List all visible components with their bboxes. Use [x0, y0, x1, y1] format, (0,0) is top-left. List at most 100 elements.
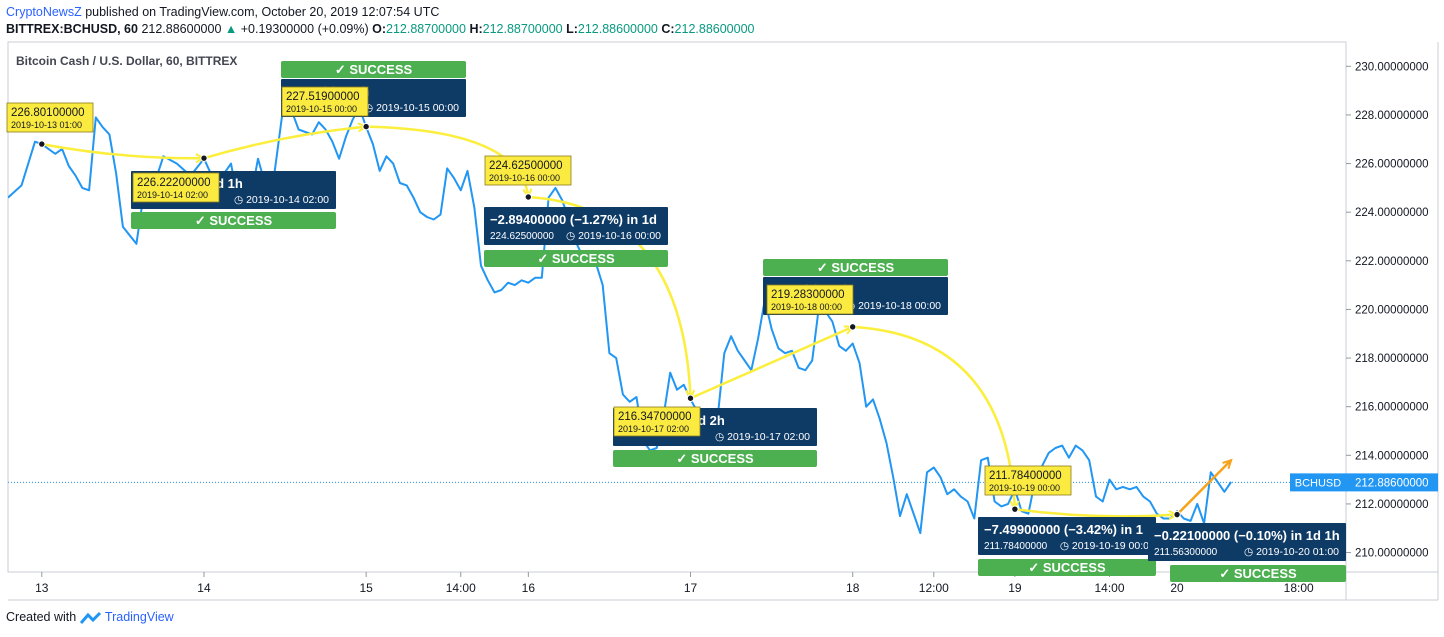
projection-arrow [41, 142, 204, 160]
symbol-label: BITTREX:BCHUSD, 60 [6, 22, 138, 36]
y-tick-label: 224.00000000 [1355, 207, 1429, 219]
anchor-point [524, 193, 533, 201]
plot-area [7, 41, 1347, 573]
projection-info-change: −7.49900000 (−3.42%) in 1 [984, 522, 1143, 537]
y-tick-label: 212.00000000 [1355, 499, 1429, 511]
callout-start [6, 102, 94, 133]
created-with-text: Created with [6, 610, 77, 624]
callout-date: 2019-10-15 00:00 [286, 104, 357, 114]
x-tick-label: 15 [359, 581, 373, 595]
open-label: O: [372, 22, 387, 36]
success-badge [131, 212, 336, 229]
x-tick-label: 13 [35, 581, 49, 595]
current-price-symbol-tag [1290, 473, 1346, 492]
callout-end [132, 172, 220, 203]
ohlc-line: BITTREX:BCHUSD, 60 212.88600000 ▲ +0.193… [6, 21, 1438, 38]
projection-info-date: ◷ 2019-10-18 00:00 [846, 300, 941, 312]
x-tick-label: 16 [522, 581, 536, 595]
projection-info-date: ◷ 2019-10-15 00:00 [364, 102, 459, 114]
success-badge-label: ✓ SUCCESS [817, 260, 895, 275]
callout-date: 2019-10-19 00:00 [989, 483, 1060, 493]
close-value: 212.88600000 [674, 22, 755, 36]
projection-info-subprice: 224.62500000 [490, 231, 554, 242]
low-label: L: [566, 22, 578, 36]
success-badge [1170, 565, 1346, 582]
last-price: 212.88600000 [141, 22, 222, 36]
callout-price: 226.22200000 [137, 177, 211, 189]
callout-date: 2019-10-16 00:00 [489, 173, 560, 183]
success-badge-label: ✓ SUCCESS [676, 451, 754, 466]
x-tick-label: 19 [1008, 581, 1022, 595]
success-badge-label: ✓ SUCCESS [1219, 566, 1297, 581]
anchor-point [362, 122, 370, 131]
x-tick-label: 14:00 [446, 581, 476, 595]
y-tick-label: 226.00000000 [1355, 159, 1429, 171]
callout-date: 2019-10-13 01:00 [11, 120, 82, 130]
success-badge-label: ✓ SUCCESS [1028, 560, 1106, 575]
footer: Created with TradingView [6, 610, 174, 625]
y-tick-label: 218.00000000 [1355, 353, 1429, 365]
callout-price: 226.80100000 [11, 107, 85, 119]
high-value: 212.88700000 [482, 22, 563, 36]
anchor-point [1173, 510, 1181, 519]
y-tick-label: 210.00000000 [1355, 548, 1429, 560]
success-badge [978, 559, 1156, 576]
current-price-value: 212.88600000 [1355, 477, 1429, 489]
anchor-point [38, 140, 46, 148]
publish-line: CryptoNewsZ published on TradingView.com… [6, 4, 1438, 21]
projection-info-date: ◷ 2019-10-16 00:00 [566, 230, 661, 242]
current-price-value-tag [1346, 473, 1438, 492]
projection-info-date: ◷ 2019-10-14 02:00 [234, 194, 329, 206]
open-value: 212.88700000 [386, 22, 466, 36]
success-badge-label: ✓ SUCCESS [335, 62, 413, 77]
callout-end [766, 284, 854, 315]
anchor-point [1011, 505, 1019, 513]
close-label: C: [661, 22, 675, 36]
tradingview-link[interactable]: TradingView [104, 610, 174, 624]
projection-info-box [484, 207, 668, 245]
x-tick-label: 18:00 [1284, 581, 1314, 595]
projection-info-change: −0.22100000 (−0.10%) in 1d 1h [1154, 528, 1340, 543]
success-badge-label: ✓ SUCCESS [195, 213, 273, 228]
projection-info-box [1148, 523, 1346, 561]
anchor-point [848, 323, 857, 331]
success-badge [484, 250, 668, 267]
y-tick-label: 214.00000000 [1355, 450, 1429, 462]
anchor-point [200, 154, 208, 162]
chart-header: CryptoNewsZ published on TradingView.com… [6, 4, 1438, 38]
x-tick-label: 17 [684, 581, 698, 595]
anchor-point [686, 394, 695, 402]
callout-date: 2019-10-18 00:00 [771, 302, 842, 312]
tradingview-logo-icon [79, 611, 101, 624]
low-value: 212.88600000 [577, 22, 658, 36]
x-tick-label: 12:00 [919, 581, 949, 595]
success-badge [281, 61, 466, 78]
x-tick-label: 20 [1170, 581, 1184, 595]
high-label: H: [469, 22, 483, 36]
y-tick-label: 230.00000000 [1355, 61, 1429, 73]
callout-date: 2019-10-14 02:00 [137, 190, 208, 200]
projection-info-date: ◷ 2019-10-17 02:00 [715, 431, 810, 443]
callout-price: 211.78400000 [989, 470, 1062, 482]
callout-end [984, 465, 1072, 496]
price-change: +0.19300000 (+0.09%) [240, 22, 369, 36]
projection-info-box [978, 517, 1156, 555]
forecast-arrow [1176, 459, 1233, 516]
publish-info: published on TradingView.com, October 20… [85, 5, 440, 19]
success-badge-label: ✓ SUCCESS [537, 251, 615, 266]
success-badge [763, 259, 948, 276]
x-tick-label: 14 [197, 581, 211, 595]
projection-arrow [203, 125, 367, 160]
callout-price: 216.34700000 [618, 411, 692, 423]
projection-info-date: ◷ 2019-10-20 01:00 [1244, 546, 1339, 558]
projection-info-subprice: 211.56300000 [1154, 547, 1218, 558]
callout-date: 2019-10-17 02:00 [618, 424, 689, 434]
current-price-symbol: BCHUSD [1295, 477, 1342, 489]
up-arrow-icon: ▲ [224, 22, 238, 36]
y-tick-label: 216.00000000 [1355, 402, 1429, 414]
author-link[interactable]: CryptoNewsZ [6, 5, 82, 19]
projection-info-subprice: 211.78400000 [984, 541, 1048, 552]
callout-price: 224.62500000 [489, 160, 563, 172]
y-tick-label: 222.00000000 [1355, 256, 1429, 268]
